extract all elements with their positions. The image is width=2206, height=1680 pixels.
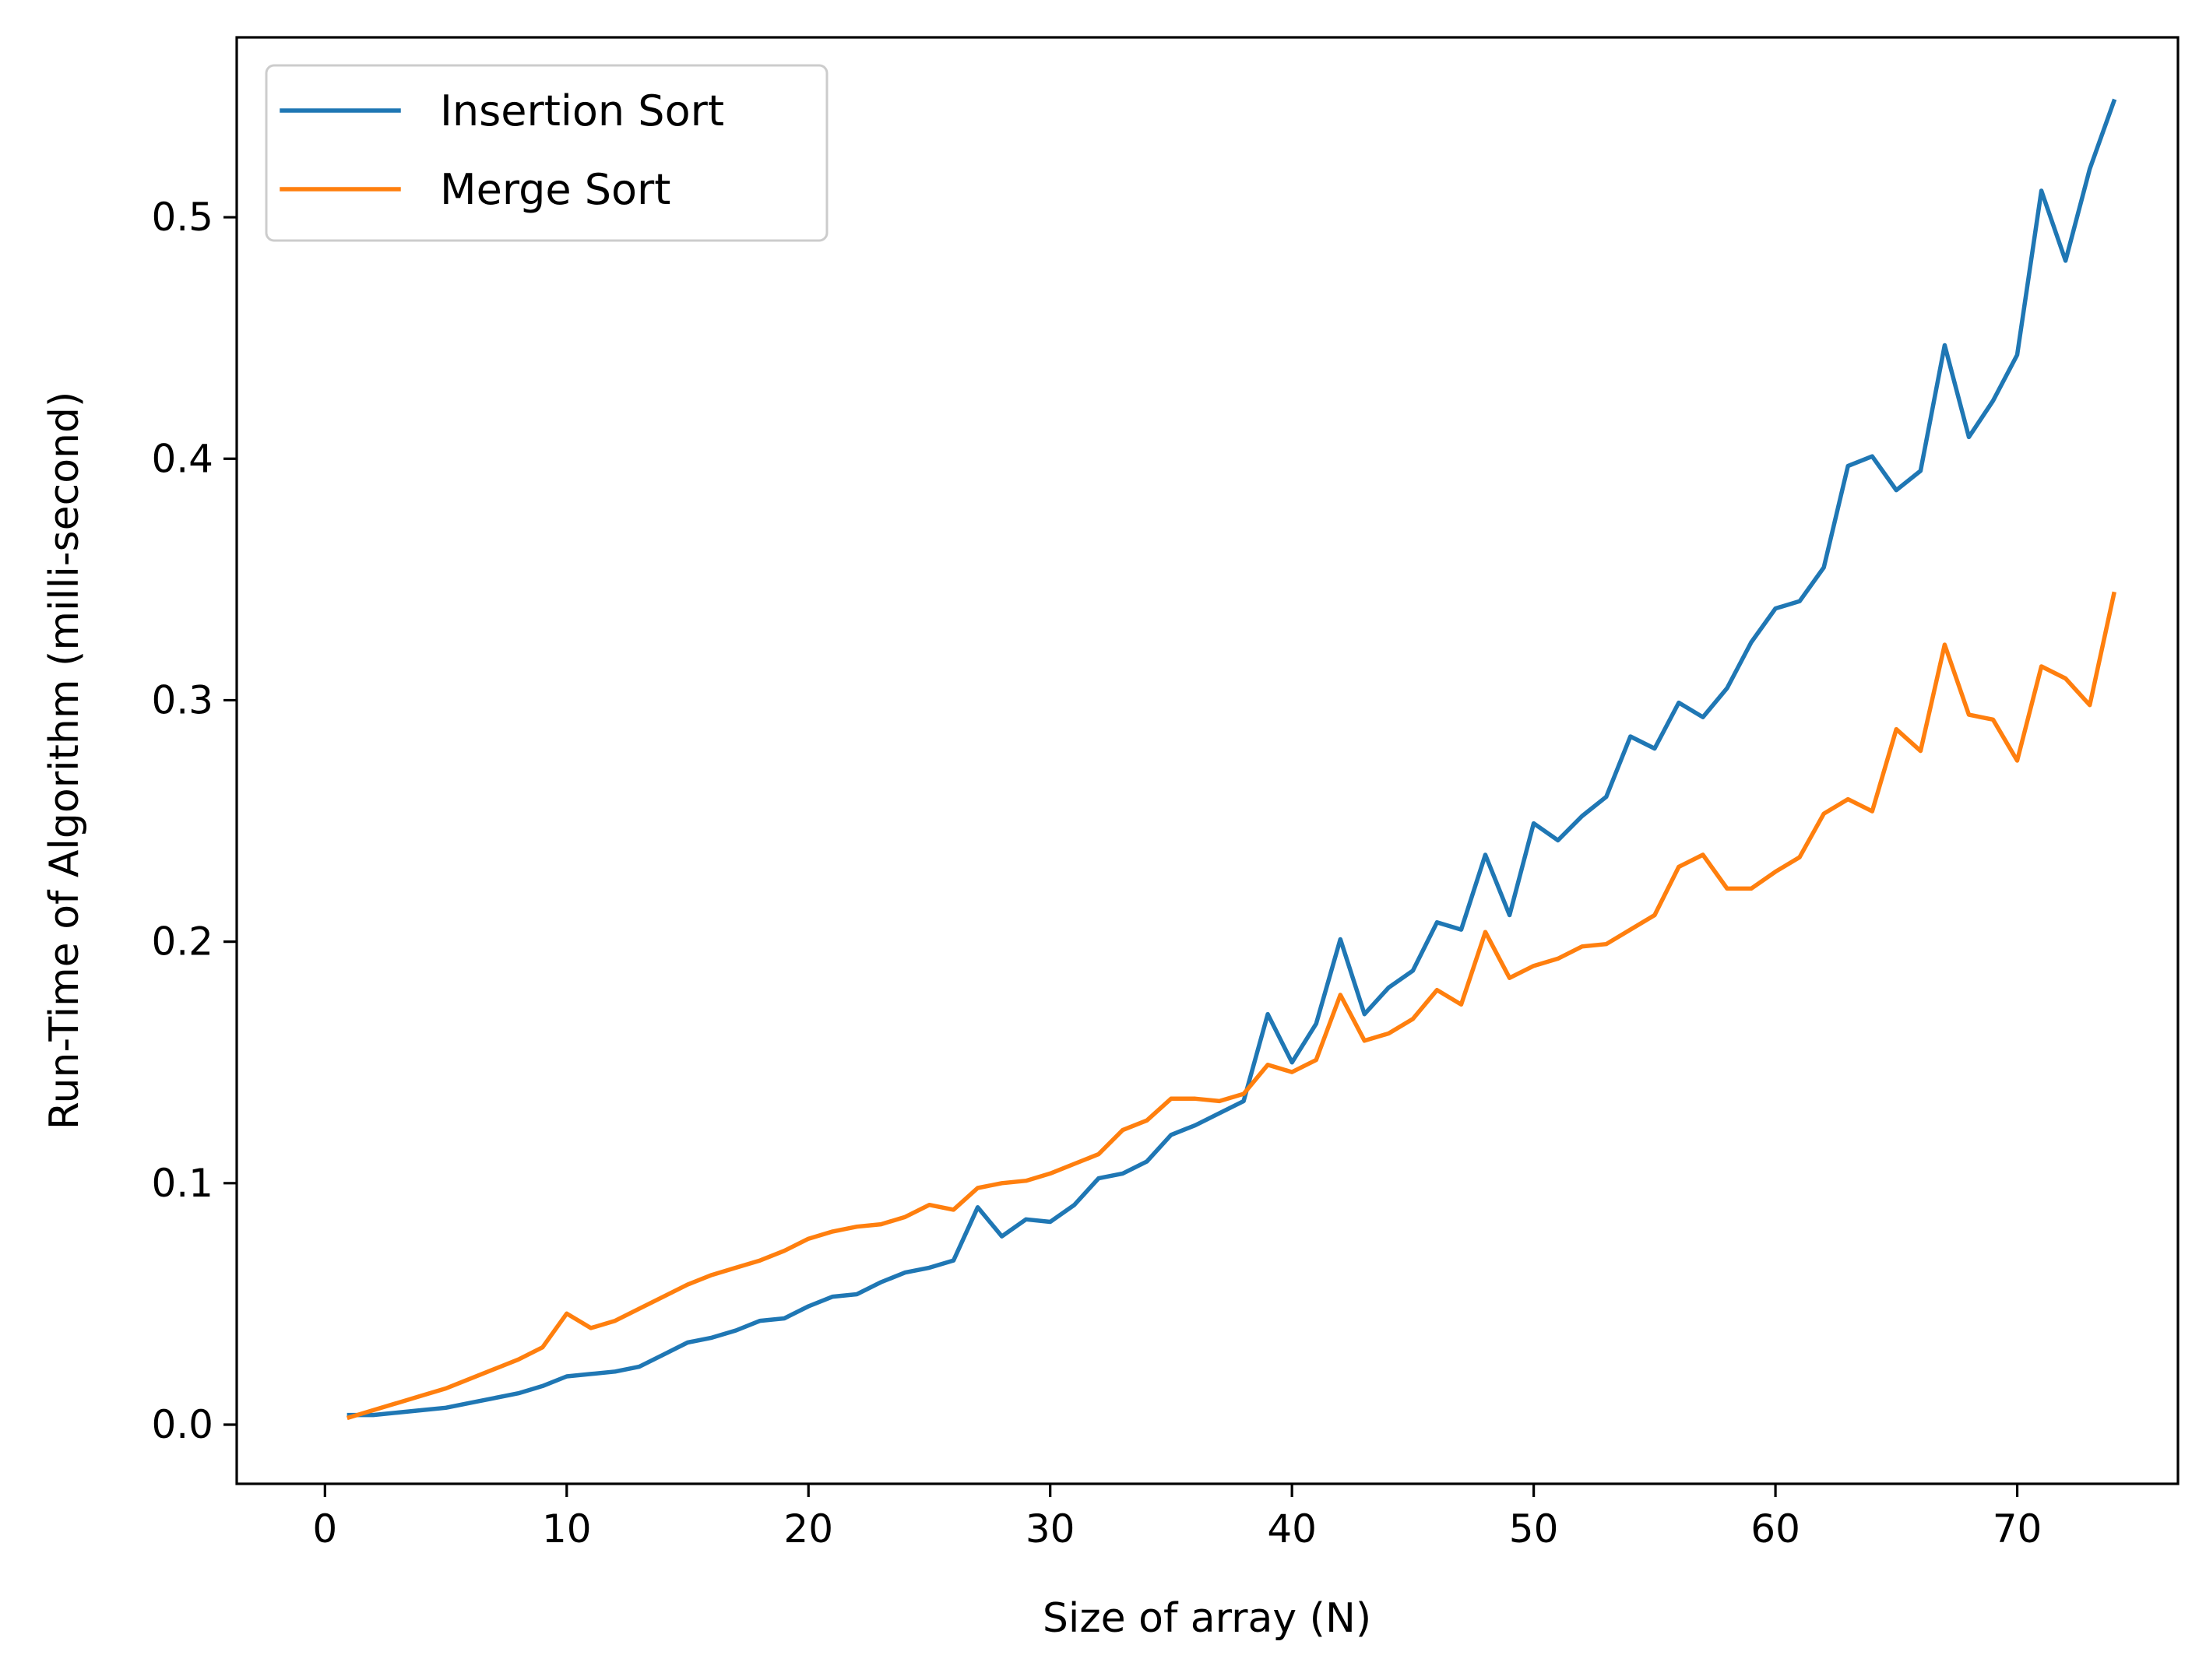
x-tick-label: 0	[312, 1506, 337, 1552]
plot-frame	[235, 36, 2180, 1485]
y-tick-label: 0.5	[151, 195, 213, 240]
axes-layer: 0 10 20 30 40 50 60 70 0.0 0.1 0.2 0.3 0.4 0.5	[151, 195, 2042, 1552]
x-tick-label: 30	[1026, 1506, 1075, 1552]
x-tick-label: 50	[1509, 1506, 1559, 1552]
x-tick-label: 20	[783, 1506, 833, 1552]
y-tick-label: 0.2	[151, 919, 213, 965]
series-line-insertion-sort	[347, 98, 2117, 1418]
y-tick-label: 0.0	[151, 1402, 213, 1447]
x-axis-label: Size of array (N)	[1043, 1595, 1371, 1642]
y-tick-label: 0.1	[151, 1161, 213, 1206]
x-tick-label: 40	[1267, 1506, 1317, 1552]
legend: Insertion Sort Merge Sort	[265, 64, 829, 242]
y-tick-label: 0.3	[151, 677, 213, 722]
y-tick-label: 0.4	[151, 436, 213, 481]
legend-label-insertion-sort: Insertion Sort	[440, 86, 724, 135]
x-tick-label: 70	[1993, 1506, 2042, 1552]
y-axis-label: Run-Time of Algorithm (milli-second)	[41, 392, 88, 1130]
x-tick-label: 60	[1750, 1506, 1800, 1552]
series-line-merge-sort	[346, 591, 2116, 1421]
legend-label-merge-sort: Merge Sort	[440, 165, 670, 214]
series-layer	[346, 98, 2117, 1421]
legend-box	[265, 64, 829, 242]
x-tick-label: 10	[542, 1506, 592, 1552]
